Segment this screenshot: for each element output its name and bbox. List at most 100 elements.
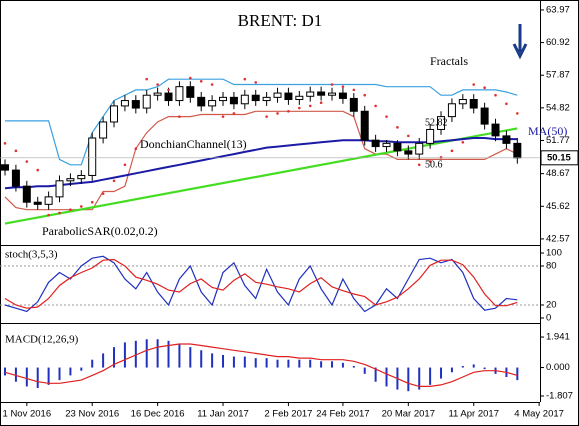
sar-dot [319, 101, 323, 105]
candle-body [186, 86, 195, 98]
sar-dot [330, 83, 334, 86]
ma-label: MA(50) [528, 124, 567, 138]
stoch-line [4, 255, 518, 313]
y-tick-label: 42.57 [546, 233, 570, 244]
y-tick-label: 0 [546, 313, 551, 324]
y-tick-label: 57.87 [546, 70, 570, 81]
candle-body [426, 128, 435, 144]
x-tick-label: 23 Nov 2016 [65, 409, 119, 420]
candle-body [142, 94, 151, 109]
x-tick-label: 16 Dec 2016 [131, 409, 185, 420]
sar-dot [516, 112, 519, 115]
trend-line [4, 127, 518, 225]
candle-body [175, 86, 184, 102]
sar-dot [428, 160, 432, 163]
sar-dot [276, 112, 279, 115]
candle-body [360, 110, 369, 141]
sar-dot [363, 93, 367, 97]
sar-dot [341, 85, 345, 88]
candle-body [404, 150, 413, 155]
y-tick-label: 51.77 [546, 135, 570, 146]
sar-dot [199, 80, 203, 83]
candle-body [415, 142, 424, 155]
sar-dot [189, 76, 192, 80]
sar-dot [3, 142, 7, 145]
candle-body [11, 169, 20, 187]
candle-body [251, 94, 260, 102]
sar-dot [287, 109, 290, 113]
x-tick-label: 2 Feb 2017 [264, 409, 312, 420]
candle-body [502, 135, 511, 144]
sar-dot [407, 134, 410, 138]
y-tick-label: 60.92 [546, 37, 570, 48]
sar-dot [134, 147, 138, 151]
candle-body [229, 96, 238, 105]
candle-body [66, 178, 75, 182]
sar-dot [417, 163, 421, 167]
candle-body [120, 100, 129, 107]
x-tick-label: 24 Feb 2017 [316, 409, 369, 420]
sar-dot [145, 77, 149, 81]
y-tick-label: 20 [546, 300, 557, 311]
annotation: 50.6 [425, 159, 443, 170]
sar-dot [123, 163, 127, 167]
annotation: Fractals [430, 54, 468, 68]
sar-dot [254, 81, 258, 84]
sar-dot [374, 104, 377, 108]
candle-body [469, 98, 478, 109]
price-label: 50.15 [547, 152, 571, 163]
candle-body [349, 97, 358, 112]
donchian-label: DonchianChannel(13) [140, 137, 247, 151]
candle-body [262, 96, 271, 102]
sar-dot [101, 192, 105, 195]
candle-body [328, 92, 337, 96]
panel-title: MACD(12,26,9) [5, 334, 79, 346]
candle-body [437, 116, 446, 130]
x-tick-label: 20 Mar 2017 [382, 409, 435, 420]
y-tick-label: -1.807 [546, 390, 573, 401]
candle-body [88, 137, 97, 176]
sar-dot [156, 83, 159, 86]
sar-dot [221, 115, 225, 118]
signal-line [4, 343, 518, 387]
x-tick-label: 1 Nov 2016 [3, 409, 52, 420]
candle-body [338, 92, 347, 99]
candle-body [393, 142, 402, 152]
sar-dot [439, 155, 443, 159]
candle-body [491, 123, 500, 137]
sar-dot [505, 102, 508, 106]
candle-body [44, 196, 53, 205]
stoch-line [4, 258, 518, 309]
y-tick-label: 45.62 [546, 201, 570, 212]
annotation: 52.82 [425, 117, 448, 128]
x-tick-label: 11 Jan 2017 [197, 409, 249, 420]
candle-body [306, 91, 315, 97]
candle-body [219, 96, 228, 102]
candle-body [77, 174, 86, 180]
sar-dot [69, 208, 72, 211]
sar-dot [450, 149, 454, 153]
candle-body [447, 103, 456, 118]
sar-dot [483, 86, 486, 90]
x-tick-label: 11 Apr 2017 [448, 409, 499, 420]
sar-dot [243, 77, 247, 81]
candle-body [22, 185, 31, 203]
trend-arrow [512, 24, 528, 60]
candle-body [131, 100, 140, 109]
candle-body [480, 107, 489, 125]
candle-body [458, 98, 467, 105]
donchian-lower [4, 110, 518, 211]
sar-dot [90, 200, 94, 204]
candle-body [317, 91, 326, 96]
y-tick-label: 63.97 [546, 4, 570, 15]
sar-dot [308, 104, 312, 108]
y-tick-label: 54.82 [546, 102, 570, 113]
panel-title: stoch(3,5,3) [5, 249, 58, 261]
sar-dot [36, 168, 40, 172]
sar-dot [25, 160, 29, 163]
chart-title: BRENT: D1 [238, 11, 323, 30]
y-tick-label: 48.67 [546, 168, 570, 179]
sar-dot [265, 115, 268, 118]
